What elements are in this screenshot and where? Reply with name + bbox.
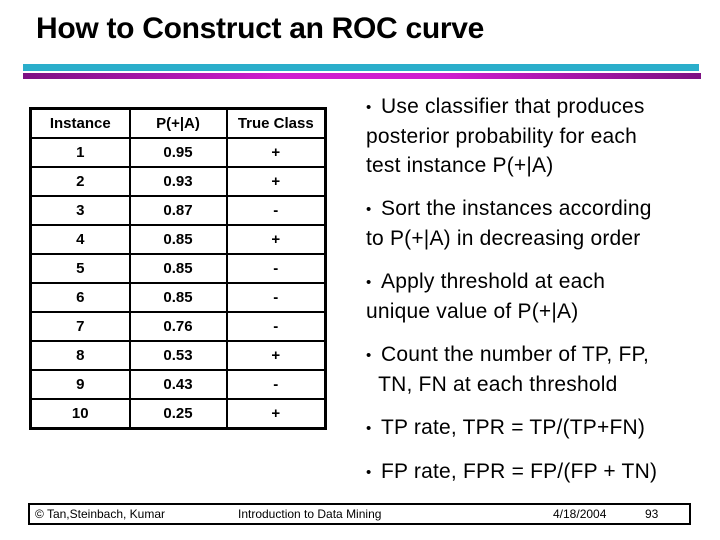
- bullet-item: • Apply threshold at each unique value of …: [366, 267, 716, 326]
- bullet-item: • Count the number of TP, FP, TN, FN at e…: [366, 340, 716, 399]
- bullet-marker-icon: •: [366, 464, 372, 481]
- cell-probability: 0.85: [128, 224, 228, 255]
- cell-probability: 0.85: [128, 282, 228, 313]
- table-row: 7 0.76 -: [29, 311, 327, 342]
- cell-instance: 6: [29, 282, 131, 313]
- bullet-marker-icon: •: [366, 201, 372, 218]
- table-header-row: Instance P(+|A) True Class: [29, 107, 327, 139]
- table-row: 1 0.95 +: [29, 137, 327, 168]
- bullet-marker-icon: •: [366, 420, 372, 437]
- table-row: 3 0.87 -: [29, 195, 327, 226]
- bullet-item: • TP rate, TPR = TP/(TP+FN): [366, 413, 716, 443]
- cell-instance: 9: [29, 369, 131, 400]
- cell-true-class: +: [225, 398, 327, 430]
- divider-rule-magenta: [23, 73, 701, 79]
- cell-probability: 0.95: [128, 137, 228, 168]
- bullet-marker-icon: •: [366, 99, 372, 116]
- cell-true-class: -: [225, 369, 327, 400]
- bullet-item: • Sort the instances according to P(+|A) i…: [366, 194, 716, 253]
- cell-probability: 0.53: [128, 340, 228, 371]
- table-row: 2 0.93 +: [29, 166, 327, 197]
- table-row: 4 0.85 +: [29, 224, 327, 255]
- column-header-probability: P(+|A): [128, 107, 228, 139]
- bullet-line: posterior probability for each: [366, 125, 637, 148]
- bullet-item: • FP rate, FPR = FP/(FP + TN): [366, 457, 716, 487]
- slide-title: How to Construct an ROC curve: [36, 12, 485, 45]
- cell-true-class: +: [225, 137, 327, 168]
- bullet-line: test instance P(+|A): [366, 154, 554, 177]
- bullet-line: • Use classifier that produces: [366, 92, 716, 122]
- footer-bar: © Tan,Steinbach, Kumar Introduction to D…: [28, 503, 691, 525]
- cell-instance: 3: [29, 195, 131, 226]
- cell-instance: 7: [29, 311, 131, 342]
- cell-true-class: -: [225, 282, 327, 313]
- divider-rule-cyan: [23, 64, 699, 71]
- cell-true-class: -: [225, 311, 327, 342]
- cell-instance: 10: [29, 398, 131, 430]
- table-row: 8 0.53 +: [29, 340, 327, 371]
- bullet-line: to P(+|A) in decreasing order: [366, 227, 641, 250]
- cell-instance: 8: [29, 340, 131, 371]
- bullet-line: • Apply threshold at each: [366, 267, 716, 297]
- column-header-instance: Instance: [29, 107, 131, 139]
- bullet-marker-icon: •: [366, 274, 372, 291]
- cell-probability: 0.93: [128, 166, 228, 197]
- cell-true-class: +: [225, 166, 327, 197]
- footer-course-title: Introduction to Data Mining: [238, 507, 382, 521]
- bullet-line: • Sort the instances according: [366, 194, 716, 224]
- cell-probability: 0.85: [128, 253, 228, 284]
- roc-table-body: 1 0.95 + 2 0.93 + 3 0.87 - 4 0.85 + 5 0.…: [29, 137, 327, 430]
- table-row: 10 0.25 +: [29, 398, 327, 430]
- footer-copyright: © Tan,Steinbach, Kumar: [35, 507, 166, 521]
- cell-probability: 0.76: [128, 311, 228, 342]
- table-row: 5 0.85 -: [29, 253, 327, 284]
- cell-probability: 0.87: [128, 195, 228, 226]
- footer-date: 4/18/2004: [553, 507, 607, 521]
- cell-probability: 0.43: [128, 369, 228, 400]
- cell-instance: 5: [29, 253, 131, 284]
- bullet-line: TN, FN at each threshold: [366, 373, 618, 396]
- cell-instance: 1: [29, 137, 131, 168]
- table-row: 6 0.85 -: [29, 282, 327, 313]
- cell-instance: 4: [29, 224, 131, 255]
- bullet-line: • Count the number of TP, FP,: [366, 340, 716, 370]
- cell-probability: 0.25: [128, 398, 228, 430]
- cell-true-class: -: [225, 253, 327, 284]
- bullet-line: unique value of P(+|A): [366, 300, 579, 323]
- bullet-list: • Use classifier that produces posterior p…: [366, 92, 716, 501]
- cell-instance: 2: [29, 166, 131, 197]
- cell-true-class: +: [225, 224, 327, 255]
- column-header-true-class: True Class: [225, 107, 327, 139]
- footer-page-number: 93: [645, 507, 659, 521]
- bullet-item: • Use classifier that produces posterior p…: [366, 92, 716, 180]
- cell-true-class: +: [225, 340, 327, 371]
- bullet-marker-icon: •: [366, 347, 372, 364]
- roc-instance-table: Instance P(+|A) True Class 1 0.95 + 2 0.…: [29, 107, 327, 430]
- table-row: 9 0.43 -: [29, 369, 327, 400]
- bullet-line: • FP rate, FPR = FP/(FP + TN): [366, 457, 716, 487]
- cell-true-class: -: [225, 195, 327, 226]
- bullet-line: • TP rate, TPR = TP/(TP+FN): [366, 413, 716, 443]
